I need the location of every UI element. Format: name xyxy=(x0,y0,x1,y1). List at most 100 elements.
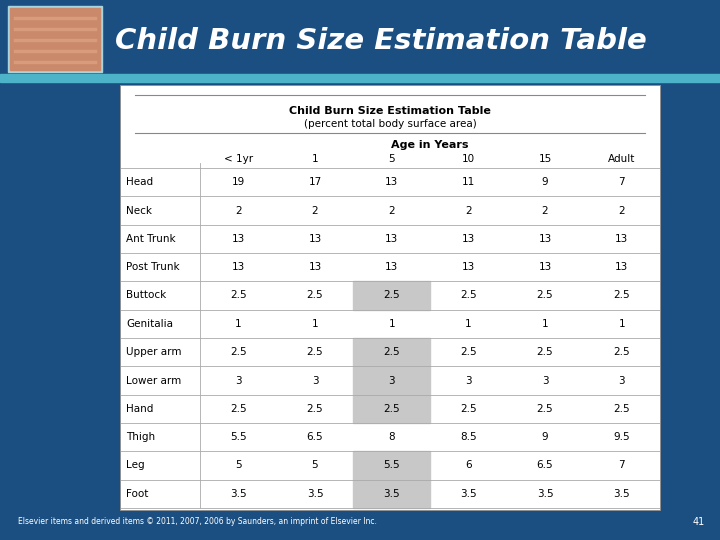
Text: 13: 13 xyxy=(308,234,322,244)
Text: 3: 3 xyxy=(312,375,318,386)
Bar xyxy=(354,366,430,395)
Text: 3: 3 xyxy=(541,375,549,386)
Text: 2.5: 2.5 xyxy=(460,347,477,357)
Text: Adult: Adult xyxy=(608,154,635,164)
Text: 3.5: 3.5 xyxy=(307,489,323,499)
Text: 5: 5 xyxy=(312,461,318,470)
Text: 2.5: 2.5 xyxy=(230,347,247,357)
Text: 13: 13 xyxy=(462,234,475,244)
Text: 2: 2 xyxy=(618,206,625,215)
Text: 2: 2 xyxy=(312,206,318,215)
Text: 2.5: 2.5 xyxy=(383,404,400,414)
Text: 3.5: 3.5 xyxy=(460,489,477,499)
Text: Child Burn Size Estimation Table: Child Burn Size Estimation Table xyxy=(115,27,647,55)
Text: 3: 3 xyxy=(465,375,472,386)
Text: 13: 13 xyxy=(385,177,398,187)
Text: Child Burn Size Estimation Table: Child Burn Size Estimation Table xyxy=(289,106,491,116)
Text: 2.5: 2.5 xyxy=(230,291,247,300)
Text: 3: 3 xyxy=(618,375,625,386)
Bar xyxy=(354,281,430,309)
Text: 13: 13 xyxy=(385,234,398,244)
Text: 13: 13 xyxy=(462,262,475,272)
Text: 2: 2 xyxy=(541,206,549,215)
Text: 3.5: 3.5 xyxy=(613,489,630,499)
Text: 13: 13 xyxy=(539,234,552,244)
Text: 7: 7 xyxy=(618,461,625,470)
Text: Genitalia: Genitalia xyxy=(126,319,173,329)
Text: 13: 13 xyxy=(308,262,322,272)
Text: 15: 15 xyxy=(539,154,552,164)
Text: 2.5: 2.5 xyxy=(460,404,477,414)
Text: 3: 3 xyxy=(388,375,395,386)
Text: 10: 10 xyxy=(462,154,475,164)
Text: Thigh: Thigh xyxy=(126,432,155,442)
Text: 1: 1 xyxy=(388,319,395,329)
Bar xyxy=(0,0,720,78)
Text: 6.5: 6.5 xyxy=(307,432,323,442)
Text: 8: 8 xyxy=(388,432,395,442)
Bar xyxy=(10,8,100,70)
Text: 2.5: 2.5 xyxy=(307,347,323,357)
Text: Age in Years: Age in Years xyxy=(391,140,469,150)
Text: 8.5: 8.5 xyxy=(460,432,477,442)
Text: 2.5: 2.5 xyxy=(460,291,477,300)
Text: 2.5: 2.5 xyxy=(307,291,323,300)
Text: 2.5: 2.5 xyxy=(536,404,553,414)
Text: Neck: Neck xyxy=(126,206,152,215)
Text: 5: 5 xyxy=(388,154,395,164)
Text: 9: 9 xyxy=(541,432,549,442)
Text: Leg: Leg xyxy=(126,461,145,470)
Text: 13: 13 xyxy=(615,234,629,244)
Text: < 1yr: < 1yr xyxy=(224,154,253,164)
Text: 13: 13 xyxy=(615,262,629,272)
Text: 1: 1 xyxy=(465,319,472,329)
Text: 2.5: 2.5 xyxy=(383,347,400,357)
Text: 2.5: 2.5 xyxy=(383,291,400,300)
Text: 2: 2 xyxy=(388,206,395,215)
Text: Upper arm: Upper arm xyxy=(126,347,181,357)
Text: Elsevier items and derived items © 2011, 2007, 2006 by Saunders, an imprint of E: Elsevier items and derived items © 2011,… xyxy=(18,517,377,526)
Text: 2.5: 2.5 xyxy=(536,347,553,357)
Text: 13: 13 xyxy=(232,262,245,272)
Text: Foot: Foot xyxy=(126,489,148,499)
Text: 1: 1 xyxy=(312,154,318,164)
Text: 1: 1 xyxy=(541,319,549,329)
Text: 6: 6 xyxy=(465,461,472,470)
Text: 1: 1 xyxy=(235,319,242,329)
Text: 9: 9 xyxy=(541,177,549,187)
Text: 13: 13 xyxy=(232,234,245,244)
Text: 5: 5 xyxy=(235,461,242,470)
Bar xyxy=(354,451,430,480)
Bar xyxy=(354,395,430,423)
Text: 3: 3 xyxy=(235,375,242,386)
Text: 3.5: 3.5 xyxy=(383,489,400,499)
Bar xyxy=(120,85,660,510)
Text: Post Trunk: Post Trunk xyxy=(126,262,179,272)
Text: 6.5: 6.5 xyxy=(536,461,553,470)
Text: 2.5: 2.5 xyxy=(307,404,323,414)
Text: 2: 2 xyxy=(465,206,472,215)
Text: 17: 17 xyxy=(308,177,322,187)
Text: 11: 11 xyxy=(462,177,475,187)
Text: Ant Trunk: Ant Trunk xyxy=(126,234,176,244)
Text: 9.5: 9.5 xyxy=(613,432,630,442)
Text: 3.5: 3.5 xyxy=(230,489,247,499)
Text: Lower arm: Lower arm xyxy=(126,375,181,386)
Bar xyxy=(8,6,102,72)
Text: 5.5: 5.5 xyxy=(230,432,247,442)
Text: 2.5: 2.5 xyxy=(613,347,630,357)
Text: 1: 1 xyxy=(312,319,318,329)
Bar xyxy=(354,338,430,366)
Text: 3.5: 3.5 xyxy=(536,489,553,499)
Text: 2.5: 2.5 xyxy=(230,404,247,414)
Text: 19: 19 xyxy=(232,177,245,187)
Text: 2.5: 2.5 xyxy=(536,291,553,300)
Text: 13: 13 xyxy=(539,262,552,272)
Text: 2: 2 xyxy=(235,206,242,215)
Text: Head: Head xyxy=(126,177,153,187)
Text: 13: 13 xyxy=(385,262,398,272)
Text: 41: 41 xyxy=(693,517,705,527)
Text: 7: 7 xyxy=(618,177,625,187)
Text: Buttock: Buttock xyxy=(126,291,166,300)
Bar xyxy=(354,480,430,508)
